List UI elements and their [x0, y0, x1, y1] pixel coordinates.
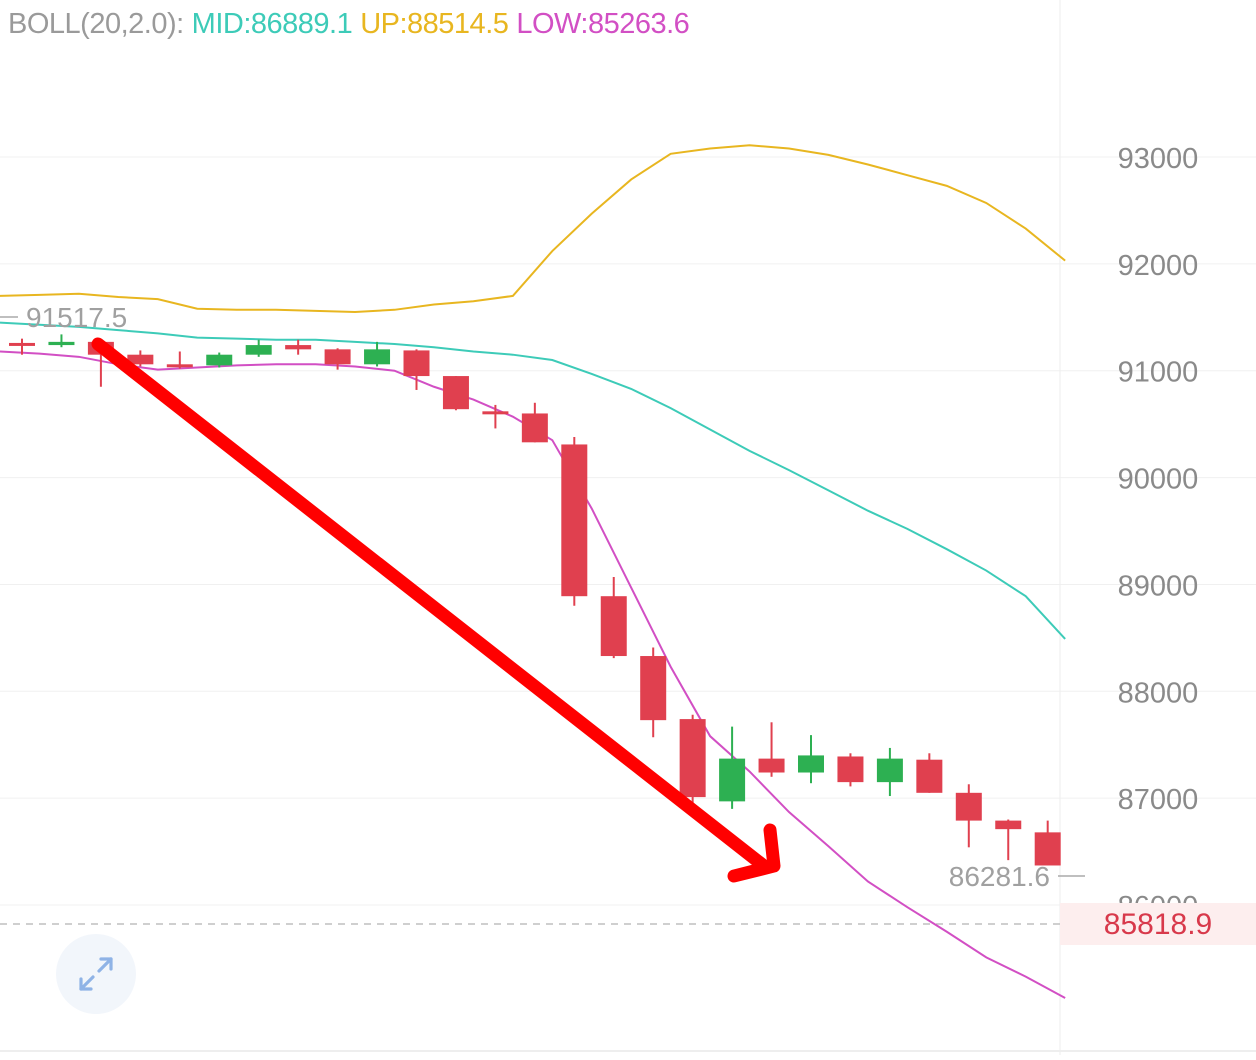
- legend-label: BOLL(20,2.0):: [8, 8, 184, 40]
- bollinger-bands: [0, 144, 1066, 999]
- candle-body: [916, 759, 943, 793]
- axis-labels: 8600087000880008900090000910009200093000…: [0, 143, 1198, 923]
- candle-down: [561, 436, 588, 606]
- candle-body: [758, 758, 785, 773]
- y-tick-label: 91000: [1118, 357, 1199, 389]
- expand-button[interactable]: [56, 934, 136, 1014]
- candle-body: [206, 354, 233, 366]
- trend-arrow: [91, 337, 781, 883]
- candle-body: [442, 376, 469, 410]
- candle-body: [876, 758, 903, 783]
- candle-down: [285, 339, 312, 355]
- candle-up: [798, 735, 824, 784]
- candle-down: [679, 714, 706, 804]
- candle-body: [127, 354, 154, 365]
- candle-down: [640, 647, 667, 738]
- candle-down: [995, 819, 1022, 861]
- trend-arrow-shaft: [91, 337, 771, 873]
- candle-body: [955, 792, 982, 821]
- high-price-label: 91517.5: [26, 302, 127, 333]
- candle-body: [245, 345, 272, 355]
- candles: [9, 334, 1061, 866]
- trend-arrow-head: [727, 823, 781, 883]
- y-tick-label: 93000: [1118, 143, 1199, 175]
- candle-body: [166, 364, 193, 368]
- candle-body: [719, 758, 746, 802]
- candle-body: [482, 411, 509, 415]
- candle-body: [324, 349, 351, 365]
- candle-down: [324, 348, 351, 370]
- candle-down: [758, 722, 785, 777]
- expand-arrows-icon: [79, 957, 113, 991]
- boll-legend: BOLL(20,2.0): MID:86889.1 UP:88514.5 LOW:85…: [8, 8, 697, 41]
- candle-down: [482, 404, 509, 429]
- current-price-tag: 85818.9: [1060, 903, 1256, 945]
- y-tick-label: 90000: [1118, 464, 1199, 496]
- candle-body: [1034, 832, 1061, 866]
- candle-down: [955, 784, 982, 848]
- legend-low: LOW:85263.6: [516, 8, 690, 40]
- candle-body: [640, 656, 667, 721]
- candle-down: [9, 338, 35, 355]
- candle-up: [48, 334, 75, 348]
- candle-body: [521, 413, 548, 443]
- candle-down: [166, 351, 193, 369]
- candle-up: [206, 352, 233, 368]
- candle-body: [9, 342, 35, 346]
- candle-body: [561, 444, 588, 597]
- candle-body: [679, 719, 706, 798]
- legend-mid: MID:86889.1: [191, 8, 353, 40]
- y-tick-label: 89000: [1118, 570, 1199, 602]
- upper-band-line: [0, 144, 1066, 313]
- candle-up: [876, 747, 903, 797]
- y-tick-label: 88000: [1118, 677, 1199, 709]
- mid-band-line: [0, 321, 1066, 640]
- y-tick-label: 87000: [1118, 784, 1199, 816]
- candle-down: [1034, 820, 1061, 866]
- candle-body: [285, 345, 312, 350]
- candle-down: [521, 402, 548, 443]
- y-tick-label: 92000: [1118, 250, 1199, 282]
- candle-body: [48, 341, 75, 346]
- candle-body: [798, 755, 824, 773]
- legend-up: UP:88514.5: [360, 8, 509, 40]
- candle-down: [916, 753, 943, 793]
- candle-body: [364, 349, 391, 365]
- lower-band-line: [0, 350, 1066, 999]
- candle-down: [442, 376, 469, 411]
- candle-down: [127, 350, 154, 367]
- candle-up: [364, 341, 391, 367]
- candle-up: [719, 726, 746, 809]
- candle-down: [837, 753, 864, 787]
- candle-body: [837, 756, 864, 783]
- low-price-label: 86281.6: [949, 861, 1050, 892]
- candle-body: [403, 350, 430, 377]
- candle-body: [600, 596, 627, 657]
- candle-down: [403, 349, 430, 390]
- candle-body: [995, 820, 1022, 830]
- candle-up: [245, 339, 272, 357]
- candle-down: [600, 576, 627, 659]
